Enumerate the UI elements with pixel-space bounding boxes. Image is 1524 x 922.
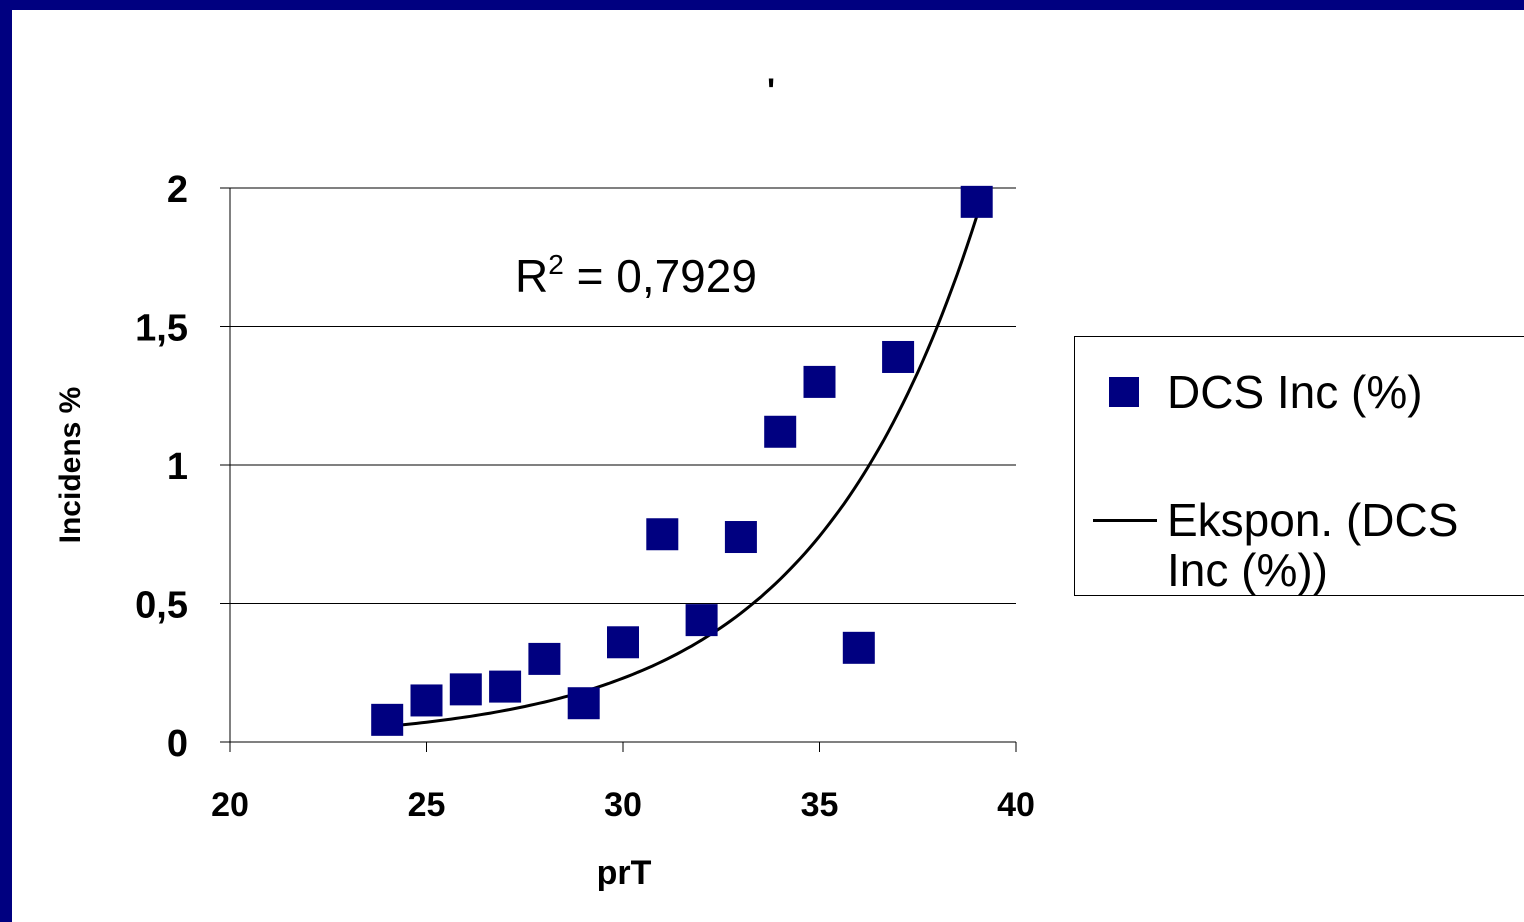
data-points — [371, 185, 993, 736]
data-point — [882, 340, 915, 373]
legend-label-trendline: Ekspon. (DCS Inc (%)) — [1167, 494, 1459, 596]
x-tick-label: 30 — [604, 786, 642, 824]
r-squared-annotation: R2 = 0,7929 — [515, 249, 757, 302]
trendline-exponential — [387, 216, 979, 728]
y-tick-label: 1,5 — [135, 308, 188, 350]
x-tick-label: 40 — [997, 786, 1035, 824]
scatter-chart: 0 0,5 1 1,5 2 20 25 30 35 40 prT Incidens % R2 = 0,7… — [54, 169, 1035, 892]
data-point — [724, 521, 757, 554]
data-point — [528, 642, 561, 675]
y-axis-title: Incidens % — [54, 387, 87, 544]
chart-title: ' — [767, 72, 776, 110]
y-tick-label: 2 — [167, 169, 188, 211]
x-tick-label: 35 — [801, 786, 839, 824]
axes — [220, 187, 1017, 752]
data-point — [960, 185, 993, 218]
data-point — [803, 365, 836, 398]
data-point — [371, 703, 404, 736]
data-point — [607, 626, 639, 659]
data-point — [410, 684, 443, 717]
gridlines — [230, 187, 1016, 604]
x-axis-title: prT — [597, 854, 652, 892]
data-point — [449, 673, 482, 706]
data-point — [764, 415, 797, 448]
chart-frame: ' 0 0,5 1 1,5 2 20 25 30 35 40 prT Incidens % R2 = 0… — [12, 10, 1524, 922]
legend-line-marker — [1093, 519, 1157, 522]
data-point — [842, 631, 875, 664]
trendline-layer — [387, 216, 979, 728]
data-point — [685, 604, 718, 637]
legend-label-series: DCS Inc (%) — [1167, 366, 1423, 418]
x-tick-label: 25 — [408, 786, 446, 824]
legend-square-marker — [1109, 377, 1139, 407]
data-point — [646, 518, 679, 551]
y-tick-label: 1 — [167, 446, 188, 488]
y-tick-label: 0,5 — [135, 585, 188, 627]
y-tick-label: 0 — [167, 723, 188, 765]
x-tick-label: 20 — [211, 786, 249, 824]
axis-labels: 0 0,5 1 1,5 2 20 25 30 35 40 prT Incidens % R2 = 0,7… — [54, 169, 1035, 892]
data-point — [567, 687, 600, 720]
data-point — [489, 670, 522, 703]
legend: DCS Inc (%) Ekspon. (DCS Inc (%)) — [1074, 336, 1524, 596]
